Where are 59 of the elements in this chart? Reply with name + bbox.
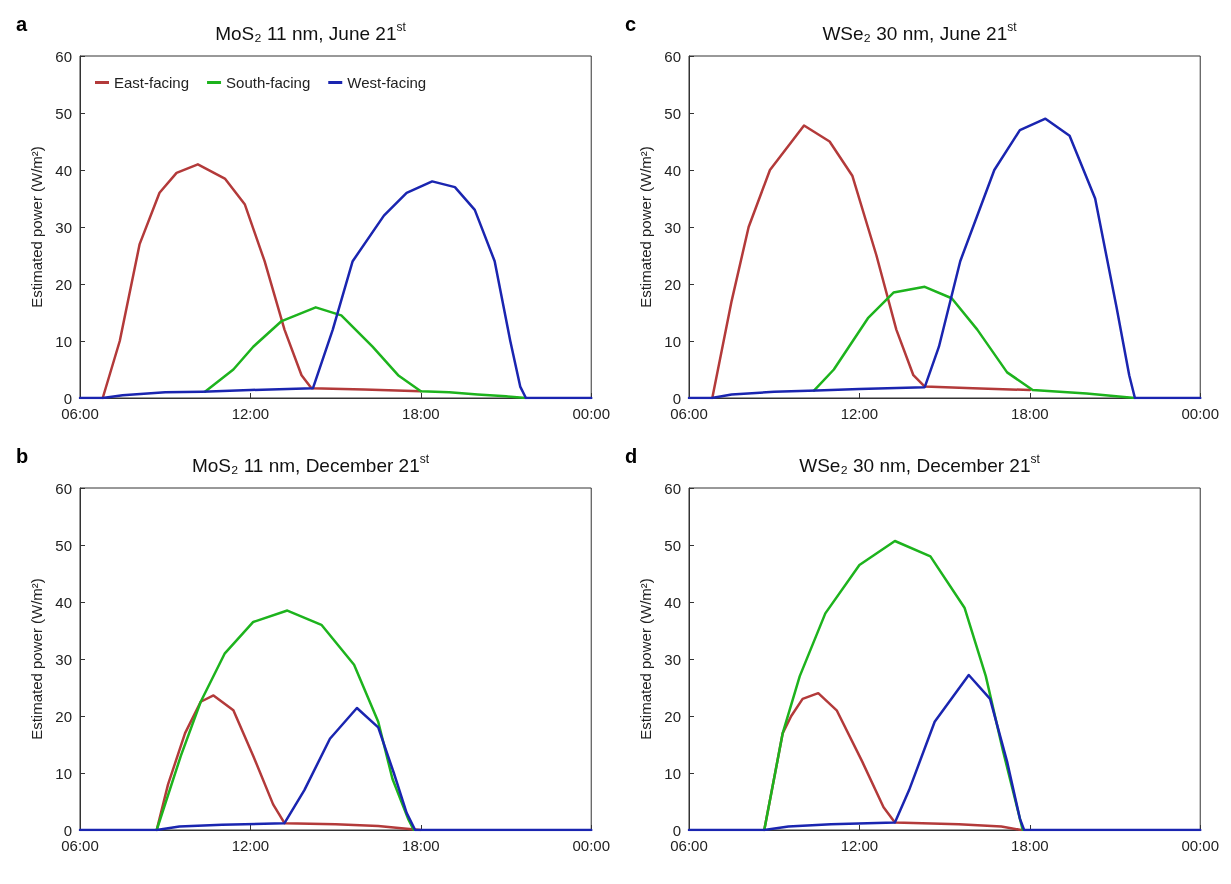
line-series bbox=[711, 124, 1032, 400]
y-tick-label: 50 bbox=[664, 104, 681, 122]
x-tick-label: 06:00 bbox=[61, 405, 99, 422]
y-axis-title: Estimated power (W/m²) bbox=[28, 146, 45, 308]
text: d bbox=[625, 445, 638, 467]
text: c bbox=[625, 13, 637, 35]
x-tick-label: 12:00 bbox=[231, 405, 270, 422]
y-tick-label: 20 bbox=[55, 275, 72, 293]
y-tick-label: 20 bbox=[55, 707, 72, 725]
y-tick-label: 60 bbox=[55, 479, 72, 497]
y-tick-label: 0 bbox=[672, 821, 681, 839]
y-tick-label: 30 bbox=[664, 650, 681, 668]
y-tick-label: 10 bbox=[55, 764, 72, 782]
x-tick-label: 00:00 bbox=[572, 837, 611, 854]
x-tick-label: 18:00 bbox=[1011, 405, 1049, 422]
text: a bbox=[16, 13, 28, 35]
x-tick-label: 12:00 bbox=[231, 837, 270, 854]
y-tick-label: 20 bbox=[664, 707, 681, 725]
line-series bbox=[203, 306, 528, 400]
x-tick-label: 12:00 bbox=[840, 405, 879, 422]
y-tick-label: 20 bbox=[664, 275, 681, 293]
legend-label: West-facing bbox=[347, 74, 427, 91]
line-series bbox=[812, 285, 1137, 400]
y-tick-label: 40 bbox=[55, 161, 72, 179]
y-tick-label: 60 bbox=[664, 47, 681, 65]
y-tick-label: 0 bbox=[63, 389, 72, 407]
x-tick-label: 06:00 bbox=[670, 405, 708, 422]
y-tick-label: 50 bbox=[664, 536, 681, 554]
y-tick-label: 40 bbox=[664, 161, 681, 179]
y-axis-title: Estimated power (W/m²) bbox=[637, 146, 654, 308]
legend-label: South-facing bbox=[226, 74, 311, 91]
line-series bbox=[155, 609, 415, 832]
x-tick-label: 18:00 bbox=[402, 837, 440, 854]
y-tick-label: 10 bbox=[664, 764, 681, 782]
x-tick-label: 06:00 bbox=[670, 837, 708, 854]
x-tick-label: 00:00 bbox=[1181, 405, 1220, 422]
y-tick-label: 50 bbox=[55, 536, 72, 554]
x-tick-label: 00:00 bbox=[572, 405, 611, 422]
x-tick-label: 18:00 bbox=[1011, 837, 1049, 854]
y-tick-label: 60 bbox=[55, 47, 72, 65]
y-axis-title: Estimated power (W/m²) bbox=[637, 578, 654, 740]
legend-label: East-facing bbox=[114, 74, 190, 91]
y-tick-label: 30 bbox=[55, 650, 72, 668]
x-tick-label: 06:00 bbox=[61, 837, 99, 854]
y-tick-label: 0 bbox=[672, 389, 681, 407]
y-tick-label: 50 bbox=[55, 104, 72, 122]
y-tick-label: 30 bbox=[55, 218, 72, 236]
y-tick-label: 40 bbox=[55, 593, 72, 611]
y-tick-label: 60 bbox=[664, 479, 681, 497]
x-tick-label: 12:00 bbox=[840, 837, 879, 854]
x-tick-label: 00:00 bbox=[1181, 837, 1220, 854]
y-tick-label: 30 bbox=[664, 218, 681, 236]
x-tick-label: 18:00 bbox=[402, 405, 440, 422]
y-tick-label: 10 bbox=[55, 332, 72, 350]
y-axis-title: Estimated power (W/m²) bbox=[28, 578, 45, 740]
y-tick-label: 10 bbox=[664, 332, 681, 350]
y-tick-label: 0 bbox=[63, 821, 72, 839]
y-tick-label: 40 bbox=[664, 593, 681, 611]
text: b bbox=[16, 445, 29, 467]
